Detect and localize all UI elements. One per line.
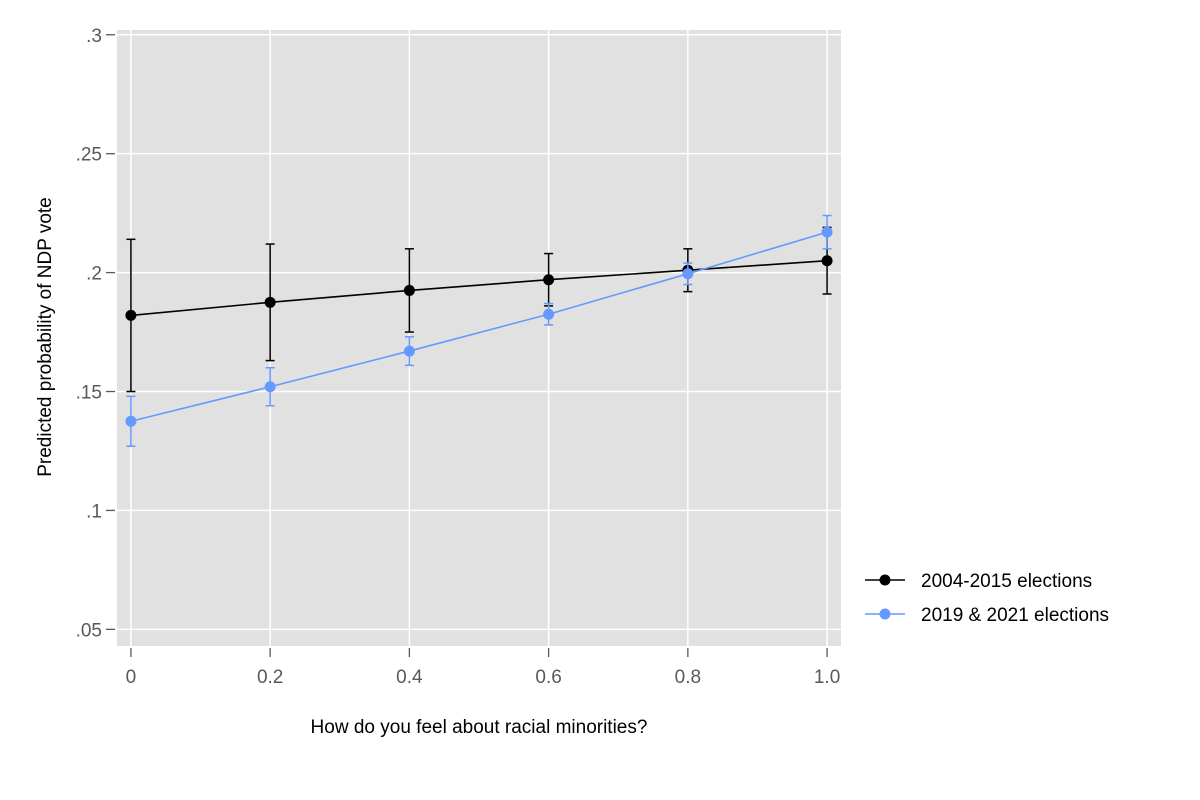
data-point [264, 296, 276, 308]
x-tick-label: 0.4 [396, 667, 423, 688]
y-tick-label: .05 [76, 620, 102, 641]
data-point [125, 309, 137, 321]
legend-marker [879, 574, 891, 586]
series [125, 214, 833, 447]
y-tick-label: .2 [86, 264, 102, 285]
data-point [264, 381, 276, 393]
legend-label: 2019 & 2021 elections [921, 605, 1109, 626]
y-axis-title: Predicted probability of NDP vote [35, 197, 56, 477]
data-point [403, 345, 415, 357]
data-point [125, 415, 137, 427]
data-point [543, 274, 555, 286]
x-tick-label: 0 [126, 667, 137, 688]
y-tick-label: .1 [86, 501, 102, 522]
series-line [130, 231, 828, 423]
data-point [543, 308, 555, 320]
data-point [821, 255, 833, 267]
x-tick-label: 0.2 [257, 667, 283, 688]
legend-item: 2004-2015 elections [865, 571, 1092, 592]
legend-label: 2004-2015 elections [921, 571, 1092, 592]
plot-background [117, 30, 841, 646]
x-tick-label: 0.6 [535, 667, 561, 688]
y-tick-label: .25 [76, 145, 102, 166]
series-line [130, 259, 828, 317]
x-tick-label: 1.0 [814, 667, 840, 688]
legend: 2004-2015 elections 2019 & 2021 elections [865, 571, 1109, 626]
legend-item: 2019 & 2021 elections [865, 605, 1109, 626]
y-tick-label: .15 [76, 383, 102, 404]
x-tick-label: 0.8 [675, 667, 701, 688]
y-tick-label: .3 [86, 26, 102, 47]
legend-marker [879, 608, 891, 620]
series-2 [125, 214, 833, 447]
axes: .05 .1 .15 .2 .25 .3 0 0.2 0.4 0.6 0.8 1.0 [76, 26, 841, 688]
data-point [821, 226, 833, 238]
data-point [403, 284, 415, 296]
x-axis-title: How do you feel about racial minorities? [311, 717, 648, 738]
data-point [682, 268, 694, 280]
